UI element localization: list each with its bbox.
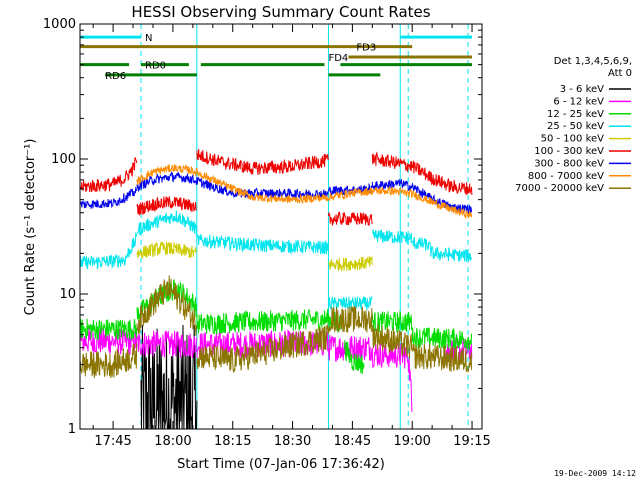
x-tick-label: 19:00 [393,434,430,449]
series-trace [136,196,197,216]
axes: 1 10 100 1000 17:45 18:00 18:15 18:30 18:45 19:00… [43,17,491,449]
x-tick-label: 19:15 [453,434,490,449]
legend-entry-label: 12 - 25 keV [547,109,604,120]
series-trace [136,164,473,220]
series-trace [328,295,373,311]
footer-date: 19-Dec-2009 14:12 [554,469,636,478]
series-50-100-kev [136,241,373,273]
series-trace [328,211,373,226]
x-tick-label: 18:45 [334,434,371,449]
series-trace [196,308,329,335]
legend-entry-label: 100 - 300 keV [534,146,604,157]
series-trace [196,324,329,374]
y-axis-label: Count Rate (s⁻¹ detector⁻¹) [23,139,38,316]
series-trace [79,157,138,193]
series-trace [371,310,413,333]
series-trace [136,275,197,336]
x-tick-label: 18:30 [274,434,311,449]
y-tick-label: 1 [68,422,76,437]
series-7000-20000-kev [79,275,473,379]
series-trace [371,324,413,359]
legend-entry-label: 6 - 12 keV [553,96,604,107]
x-axis-label: Start Time (07-Jan-06 17:36:42) [177,457,385,472]
status-label-n: N [145,33,152,44]
x-tick-label: 18:15 [214,434,251,449]
series-trace [411,237,472,263]
legend-entry-label: 300 - 800 keV [534,158,604,169]
legend-header: Att 0 [608,68,632,79]
status-label-fd4: FD4 [328,53,348,64]
series-trace [79,343,138,379]
series-trace [196,148,329,176]
series-trace [79,318,138,340]
series-trace [79,186,138,209]
series-trace [372,229,413,245]
series-trace [136,210,197,236]
series-trace [136,330,197,358]
legend-entry-label: 3 - 6 keV [560,84,604,95]
x-tick-label: 18:00 [154,434,191,449]
series-trace [136,279,197,323]
series-trace [328,256,373,273]
series-trace [196,233,329,256]
series-trace [328,182,373,197]
legend-header: Det 1,3,4,5,6,9, [554,56,632,67]
legend-entry-label: 25 - 50 keV [547,121,604,132]
chart-title: HESSI Observing Summary Count Rates [131,3,430,21]
series-800-7000-kev [136,164,473,220]
legend-entry-label: 800 - 7000 keV [528,171,604,182]
y-tick-label: 1000 [43,17,76,32]
series-trace [411,327,473,350]
status-label-rd6: RD6 [105,71,126,82]
status-label-rd0: RD0 [145,61,166,72]
series-25-50-kev [79,210,472,311]
legend-entry-label: 50 - 100 keV [541,134,605,145]
plot-frame [79,23,483,430]
series-trace [136,241,197,259]
series-trace [196,329,329,359]
x-tick-label: 17:45 [94,434,131,449]
series-trace [328,334,373,363]
legend-entry-label: 7000 - 20000 keV [515,183,604,194]
plot-area: N FD3 FD4 RD0 RD6 [79,24,473,430]
series-trace [79,231,138,270]
series-trace [371,151,473,196]
series-trace [343,340,365,374]
series-100-300-kev [79,148,473,226]
series-trace [328,305,373,333]
status-label-fd3: FD3 [356,43,376,54]
series-trace [412,343,473,373]
y-tick-label: 10 [59,287,76,302]
y-tick-label: 100 [51,152,76,167]
